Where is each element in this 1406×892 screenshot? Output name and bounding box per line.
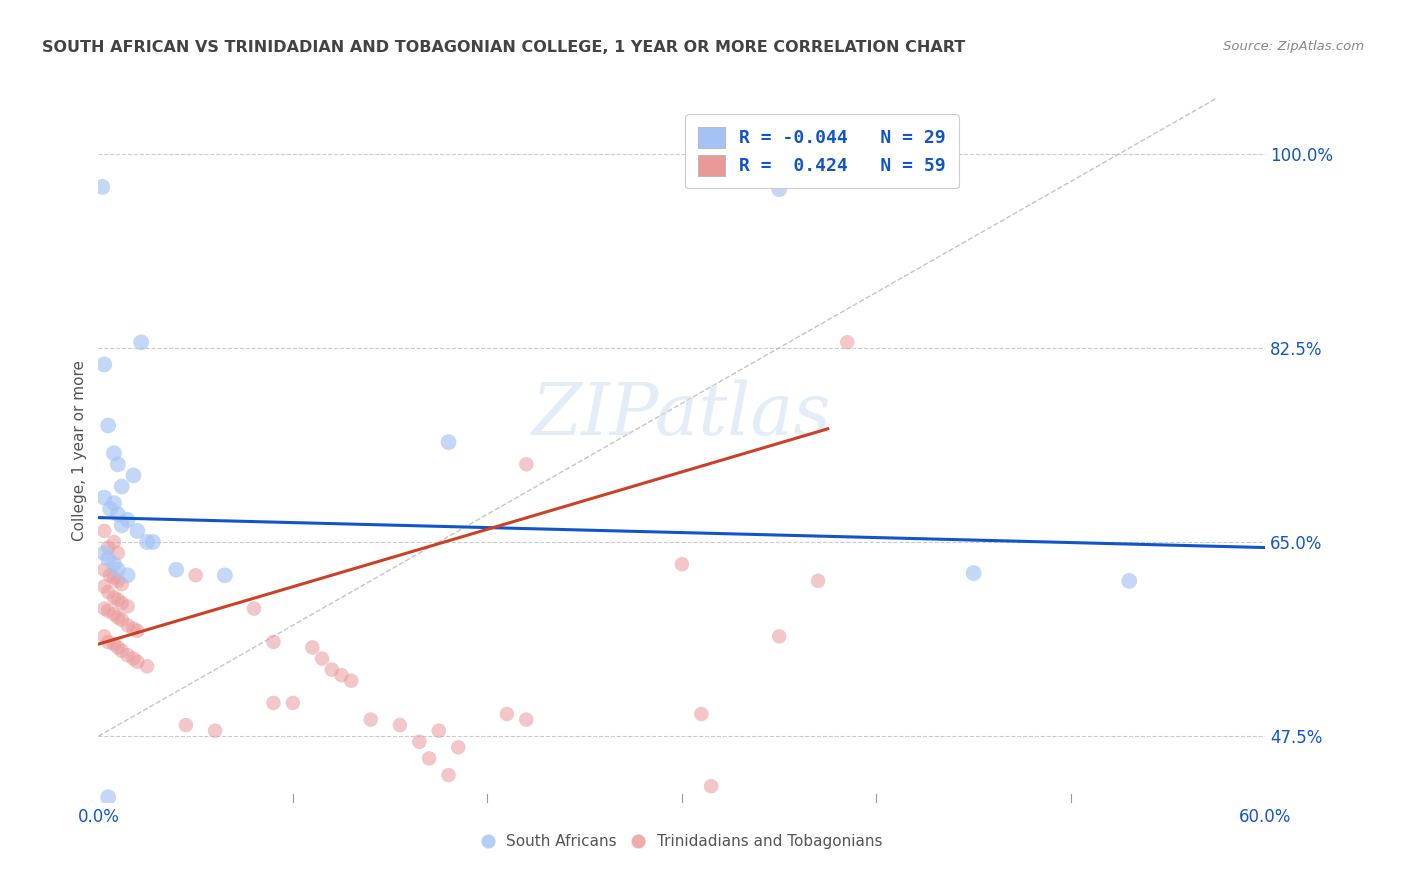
Point [103, 570, 125, 584]
Point [360, 713, 382, 727]
Point [122, 622, 145, 636]
Point [98, 568, 121, 582]
Point [93, 629, 115, 643]
Point [204, 723, 226, 738]
Point [311, 651, 333, 665]
Point [262, 696, 284, 710]
Point [447, 740, 470, 755]
Point [117, 618, 139, 632]
Point [837, 335, 859, 350]
Point [103, 496, 125, 510]
Point [93, 601, 115, 615]
Point [340, 673, 363, 688]
Y-axis label: College, 1 year or more: College, 1 year or more [72, 360, 87, 541]
Point [93, 563, 115, 577]
Point [93, 491, 115, 505]
Point [671, 558, 693, 572]
Point [111, 518, 134, 533]
Point [93, 579, 115, 593]
Point [427, 723, 450, 738]
Point [103, 607, 125, 622]
Point [97, 635, 120, 649]
Point [97, 604, 120, 618]
Point [321, 663, 343, 677]
Point [117, 599, 139, 614]
Point [117, 568, 139, 582]
Point [136, 659, 159, 673]
Point [103, 637, 125, 651]
Point [97, 551, 120, 566]
Point [107, 508, 129, 522]
Point [142, 535, 165, 549]
Point [165, 563, 187, 577]
Point [962, 566, 984, 580]
Point [107, 574, 129, 588]
Legend: South Africans, Trinidadians and Tobagonians: South Africans, Trinidadians and Tobagon… [475, 828, 889, 855]
Point [768, 629, 790, 643]
Point [174, 718, 197, 732]
Point [281, 696, 304, 710]
Point [97, 541, 120, 555]
Point [103, 558, 125, 572]
Point [496, 706, 519, 721]
Point [103, 446, 125, 460]
Point [97, 418, 120, 433]
Point [418, 751, 440, 765]
Point [93, 524, 115, 538]
Point [107, 563, 129, 577]
Point [127, 655, 149, 669]
Point [262, 635, 284, 649]
Point [330, 668, 353, 682]
Point [122, 468, 145, 483]
Point [1118, 574, 1140, 588]
Point [91, 180, 114, 194]
Point [515, 713, 537, 727]
Point [122, 651, 145, 665]
Point [103, 535, 125, 549]
Point [111, 596, 134, 610]
Point [93, 546, 115, 560]
Point [107, 610, 129, 624]
Point [107, 640, 129, 655]
Point [690, 706, 713, 721]
Point [97, 585, 120, 599]
Point [98, 501, 121, 516]
Point [437, 768, 460, 782]
Point [129, 335, 152, 350]
Point [93, 358, 115, 372]
Point [807, 574, 830, 588]
Point [107, 546, 129, 560]
Point [437, 435, 460, 450]
Point [515, 458, 537, 472]
Point [111, 479, 134, 493]
Point [301, 640, 323, 655]
Text: SOUTH AFRICAN VS TRINIDADIAN AND TOBAGONIAN COLLEGE, 1 YEAR OR MORE CORRELATION : SOUTH AFRICAN VS TRINIDADIAN AND TOBAGON… [42, 40, 966, 55]
Point [388, 718, 411, 732]
Point [408, 735, 430, 749]
Point [117, 648, 139, 663]
Point [768, 182, 790, 196]
Point [117, 513, 139, 527]
Point [107, 592, 129, 607]
Point [111, 577, 134, 591]
Point [111, 613, 134, 627]
Point [214, 568, 236, 582]
Point [136, 535, 159, 549]
Point [107, 458, 129, 472]
Point [127, 524, 149, 538]
Text: ZIPatlas: ZIPatlas [531, 380, 832, 450]
Point [243, 601, 266, 615]
Point [184, 568, 207, 582]
Point [127, 624, 149, 638]
Point [700, 779, 723, 793]
Point [97, 790, 120, 805]
Point [103, 591, 125, 605]
Point [111, 644, 134, 658]
Text: Source: ZipAtlas.com: Source: ZipAtlas.com [1223, 40, 1364, 54]
